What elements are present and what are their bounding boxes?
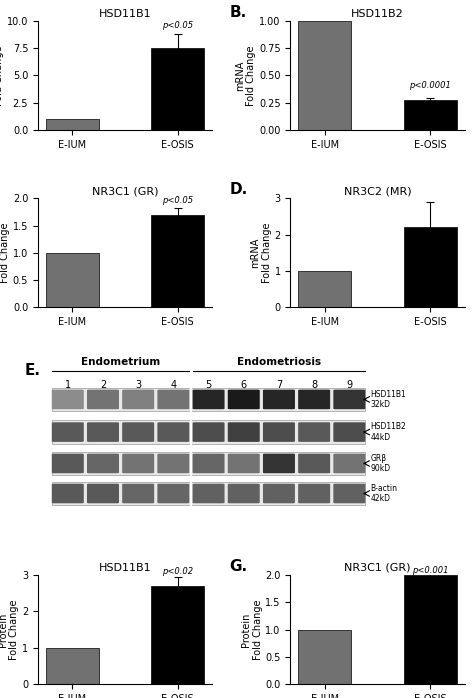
- Y-axis label: mRNA
Fold Change: mRNA Fold Change: [250, 223, 272, 283]
- Title: HSD11B1: HSD11B1: [99, 9, 151, 19]
- Bar: [404, 228, 456, 307]
- Text: HSD11B1
32kD: HSD11B1 32kD: [371, 389, 406, 409]
- FancyBboxPatch shape: [192, 389, 225, 409]
- Bar: [46, 648, 99, 684]
- FancyBboxPatch shape: [192, 454, 225, 473]
- Text: Endometriosis: Endometriosis: [237, 357, 321, 366]
- Text: 3: 3: [135, 380, 141, 389]
- Text: 4: 4: [170, 380, 176, 389]
- FancyBboxPatch shape: [333, 484, 365, 503]
- FancyBboxPatch shape: [157, 484, 189, 503]
- FancyBboxPatch shape: [52, 484, 84, 503]
- FancyBboxPatch shape: [298, 454, 330, 473]
- Bar: [46, 253, 99, 307]
- Text: B.: B.: [229, 5, 246, 20]
- Text: 9: 9: [346, 380, 352, 389]
- Text: G.: G.: [229, 559, 247, 574]
- Text: E.: E.: [25, 363, 41, 378]
- Bar: [52, 420, 365, 444]
- Bar: [404, 575, 456, 684]
- Bar: [151, 48, 204, 130]
- Text: 6: 6: [241, 380, 247, 389]
- FancyBboxPatch shape: [263, 454, 295, 473]
- FancyBboxPatch shape: [52, 389, 84, 409]
- Bar: [151, 586, 204, 684]
- Text: 5: 5: [205, 380, 212, 389]
- FancyBboxPatch shape: [298, 422, 330, 442]
- FancyBboxPatch shape: [122, 389, 154, 409]
- FancyBboxPatch shape: [87, 454, 119, 473]
- Bar: [52, 482, 365, 505]
- Title: NR3C1 (GR): NR3C1 (GR): [344, 563, 410, 573]
- Bar: [52, 452, 365, 475]
- FancyBboxPatch shape: [122, 454, 154, 473]
- Text: p<0.001: p<0.001: [412, 566, 448, 575]
- Bar: [298, 271, 351, 307]
- FancyBboxPatch shape: [52, 454, 84, 473]
- FancyBboxPatch shape: [228, 422, 260, 442]
- Y-axis label: Protein
Fold Change: Protein Fold Change: [241, 600, 263, 660]
- FancyBboxPatch shape: [87, 484, 119, 503]
- Text: 8: 8: [311, 380, 317, 389]
- Text: 2: 2: [100, 380, 106, 389]
- Y-axis label: mRNA
Fold Change: mRNA Fold Change: [0, 223, 10, 283]
- FancyBboxPatch shape: [298, 389, 330, 409]
- Text: p<0.02: p<0.02: [162, 567, 193, 576]
- Y-axis label: mRNA
Fold Change: mRNA Fold Change: [0, 45, 4, 105]
- FancyBboxPatch shape: [333, 454, 365, 473]
- Bar: [151, 215, 204, 307]
- Bar: [52, 387, 365, 411]
- Title: HSD11B1: HSD11B1: [99, 563, 151, 573]
- Text: B-actin
42kD: B-actin 42kD: [371, 484, 398, 503]
- Text: p<0.05: p<0.05: [162, 21, 193, 29]
- Text: p<0.05: p<0.05: [162, 196, 193, 205]
- Bar: [298, 630, 351, 684]
- FancyBboxPatch shape: [298, 484, 330, 503]
- FancyBboxPatch shape: [333, 389, 365, 409]
- FancyBboxPatch shape: [228, 484, 260, 503]
- Text: D.: D.: [229, 182, 248, 197]
- FancyBboxPatch shape: [87, 389, 119, 409]
- FancyBboxPatch shape: [228, 454, 260, 473]
- FancyBboxPatch shape: [263, 389, 295, 409]
- Title: HSD11B2: HSD11B2: [351, 9, 404, 19]
- FancyBboxPatch shape: [333, 422, 365, 442]
- Text: GRβ
90kD: GRβ 90kD: [371, 454, 391, 473]
- FancyBboxPatch shape: [122, 422, 154, 442]
- Bar: [46, 119, 99, 130]
- Y-axis label: mRNA
Fold Change: mRNA Fold Change: [235, 45, 256, 105]
- FancyBboxPatch shape: [157, 422, 189, 442]
- Text: p<0.0001: p<0.0001: [409, 80, 451, 89]
- FancyBboxPatch shape: [157, 454, 189, 473]
- FancyBboxPatch shape: [228, 389, 260, 409]
- FancyBboxPatch shape: [263, 484, 295, 503]
- FancyBboxPatch shape: [157, 389, 189, 409]
- FancyBboxPatch shape: [192, 484, 225, 503]
- Text: 7: 7: [276, 380, 282, 389]
- FancyBboxPatch shape: [122, 484, 154, 503]
- Y-axis label: Protein
Fold Change: Protein Fold Change: [0, 600, 19, 660]
- Title: NR3C1 (GR): NR3C1 (GR): [92, 186, 158, 196]
- Text: Endometrium: Endometrium: [81, 357, 160, 366]
- Title: NR3C2 (MR): NR3C2 (MR): [344, 186, 411, 196]
- FancyBboxPatch shape: [52, 422, 84, 442]
- Text: HSD11B2
44kD: HSD11B2 44kD: [371, 422, 406, 442]
- FancyBboxPatch shape: [192, 422, 225, 442]
- FancyBboxPatch shape: [263, 422, 295, 442]
- Text: 1: 1: [65, 380, 71, 389]
- Bar: [404, 101, 456, 130]
- FancyBboxPatch shape: [87, 422, 119, 442]
- Bar: [298, 21, 351, 130]
